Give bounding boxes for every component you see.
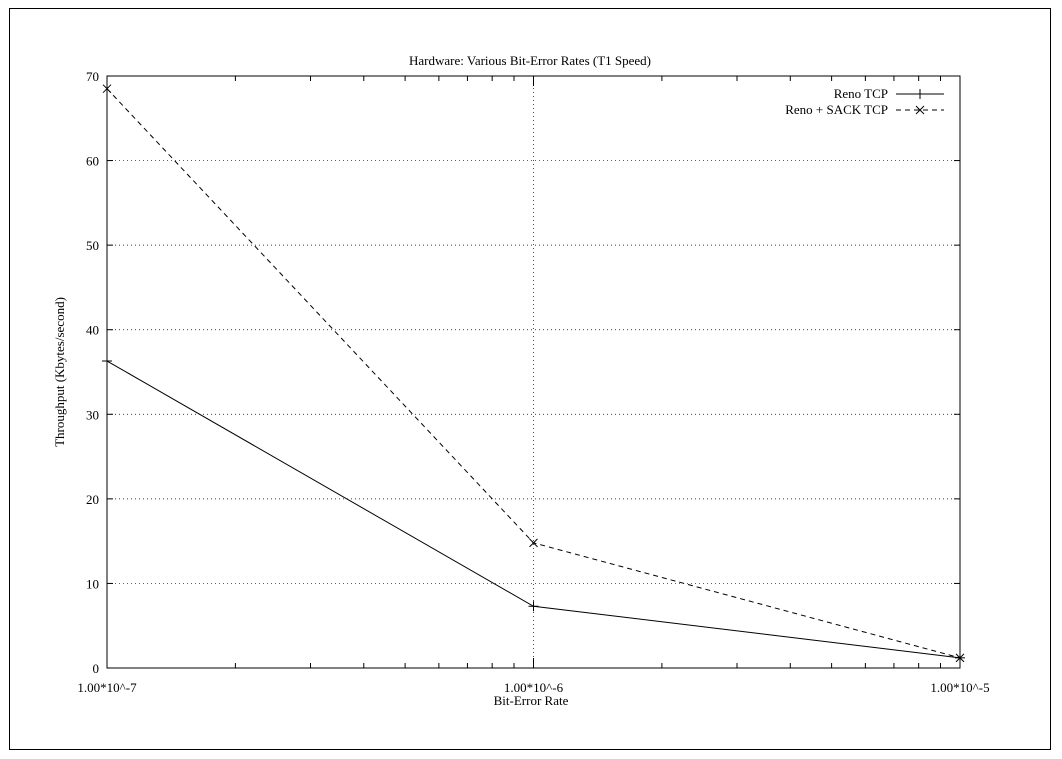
- y-tick-label: 40: [86, 323, 99, 338]
- y-tick-label: 20: [86, 492, 99, 507]
- y-tick-label: 10: [86, 576, 99, 591]
- y-axis-label: Throughput (Kbytes/second): [52, 297, 67, 447]
- grid-lines: [107, 76, 960, 668]
- series-group: [102, 84, 965, 663]
- legend-label: Reno + SACK TCP: [785, 102, 888, 117]
- x-tick-label: 1.00*10^-5: [930, 680, 989, 695]
- cross-marker: [955, 653, 965, 663]
- x-axis-label: Bit-Error Rate: [494, 693, 569, 708]
- plot-border: [106, 75, 961, 669]
- y-tick-label: 30: [86, 407, 99, 422]
- y-tick-label: 60: [86, 154, 99, 169]
- chart-title: Hardware: Various Bit-Error Rates (T1 Sp…: [409, 53, 651, 68]
- axes: 0 10 20 30 40 50 60 70 1.00*10^-7 1.00*10^-6 1.00*…: [77, 69, 989, 695]
- y-tick-label: 70: [86, 69, 99, 84]
- x-tick-label: 1.00*10^-6: [504, 680, 564, 695]
- cross-marker: [915, 105, 925, 115]
- y-tick-label: 50: [86, 238, 99, 253]
- cross-marker: [102, 84, 112, 94]
- cross-marker: [529, 538, 538, 548]
- legend-label: Reno TCP: [834, 86, 888, 101]
- y-tick-label: 0: [93, 661, 100, 676]
- x-tick-label: 1.00*10^-7: [77, 680, 137, 695]
- figure-frame: [9, 8, 1051, 750]
- series-line-1: [106, 360, 961, 659]
